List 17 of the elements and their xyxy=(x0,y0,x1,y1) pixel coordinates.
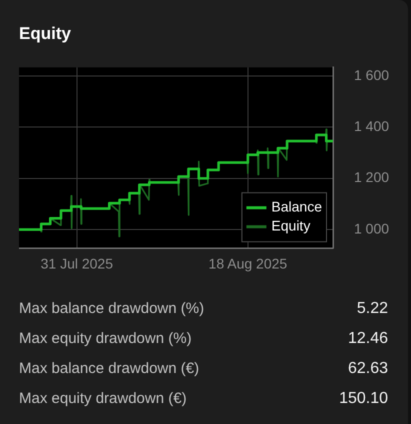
text: Max equity drawdown (%) xyxy=(19,330,192,348)
text: 150.10 xyxy=(339,390,388,408)
legend-label: Equity xyxy=(271,218,310,234)
y-tick-label: 1 200 xyxy=(354,169,390,186)
text: 12.46 xyxy=(348,330,388,348)
chart-title: Equity xyxy=(19,24,71,44)
y-tick-label: 1 400 xyxy=(354,118,390,134)
text: Max balance drawdown (%) xyxy=(19,300,204,318)
legend-label: Balance xyxy=(271,198,322,215)
text: Max balance drawdown (€) xyxy=(19,360,200,378)
y-tick-label: 1 600 xyxy=(354,66,390,83)
y-tick-label: 1 000 xyxy=(354,220,390,236)
x-tick-label: 31 Jul 2025 xyxy=(40,255,114,272)
text: Max equity drawdown (€) xyxy=(19,390,187,408)
text: 62.63 xyxy=(348,360,388,378)
x-tick-label: 18 Aug 2025 xyxy=(208,255,288,272)
text: 5.22 xyxy=(356,300,388,318)
